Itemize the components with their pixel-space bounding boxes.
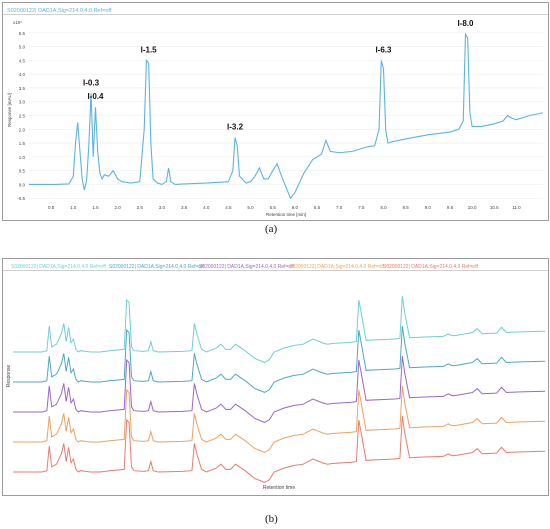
chromatogram-trace [13,356,546,423]
y-tick-label: 1.5 [19,141,26,146]
chromatogram-trace [13,416,546,483]
x-tick-label: 5.0 [247,205,254,210]
legend-entry: S02000122| DAD1A,Sig=214.0,4.0 Ref=off [11,264,106,270]
peak-label: I-8.0 [457,19,474,28]
x-tick-label: 0.5 [48,205,55,210]
chromatogram-trace [29,32,544,200]
peak-label: I-0.3 [83,78,100,87]
panel-a-header [3,3,548,15]
legend-entry: S02000122| DAD1A,Sig=214.0,4.0 Ref=off [109,264,204,270]
y-tick-label: 0.0 [19,182,26,187]
x-axis-label: Retention time [min] [266,212,306,217]
panel-b-caption: (b) [265,513,278,525]
x-tick-label: 10.5 [490,205,499,210]
y-tick-label: 2.5 [19,114,26,119]
chromatogram-b-svg: S02000122| DAD1A,Sig=214.0,4.0 Ref=off S0… [6,264,546,491]
y-tick-label: 5.0 [19,45,26,50]
x-tick-label: 11.0 [512,205,521,210]
y-axis-label: Response [mAU] [7,93,12,127]
chromatogram-panel-b: S02000122| DAD1A,Sig=214.0,4.0 Ref=off S0… [2,258,549,496]
x-tick-label: 7.0 [336,205,343,210]
y-multiplier-label: x10¹ [13,20,22,25]
chromatogram-a-svg: S02000122| DAD1A,Sig=214.0,4.0 Ref=off -0… [7,8,544,217]
y-tick-label: 3.5 [19,86,26,91]
x-tick-label: 8.0 [380,205,387,210]
y-tick-label: 4.0 [19,72,26,77]
x-tick-label: 2.0 [114,205,121,210]
y-tick-label: 4.5 [19,58,26,63]
x-tick-label: 1.5 [92,205,99,210]
peak-label: I-0.4 [87,92,104,101]
x-tick-label: 2.5 [137,205,144,210]
x-axis-label: Retention time [263,485,295,491]
panel-b-header [3,259,548,271]
x-tick-label: 1.0 [70,205,77,210]
y-tick-label: 5.5 [19,31,26,36]
x-tick-label: 9.0 [425,205,432,210]
x-tick-label: 5.5 [270,205,277,210]
legend-entry: S02000122| DAD1A,Sig=214.0,4.0 Ref=off [7,8,112,14]
x-tick-label: 6.5 [314,205,321,210]
y-tick-label: 2.0 [19,127,26,132]
y-axis-label: Response [6,365,12,388]
x-tick-label: 10.0 [468,205,477,210]
x-tick-label: 9.5 [447,205,454,210]
y-tick-label: 0.5 [19,169,26,174]
chromatogram-panel-a: S02000122| DAD1A,Sig=214.0,4.0 Ref=off -0… [2,2,549,221]
chromatogram-trace [13,296,546,363]
y-tick-label: 1.0 [19,155,26,160]
peak-label: I-1.5 [141,45,158,54]
legend-entry: S02000122| DAD1A,Sig=214.0,4.0 Ref=off [383,264,478,270]
legend-entry: S02000122| DAD1A,Sig=214.0,4.0 Ref=off [199,264,294,270]
x-tick-label: 3.5 [181,205,188,210]
x-tick-label: 4.5 [225,205,232,210]
chromatogram-trace [13,386,546,453]
chromatogram-trace [13,326,546,393]
peak-label: I-3.2 [227,123,244,132]
x-tick-label: 6.0 [292,205,299,210]
x-tick-label: 3.0 [159,205,166,210]
x-tick-label: 8.5 [403,205,410,210]
y-tick-label: 3.0 [19,100,26,105]
y-tick-label: -0.5 [17,196,25,201]
peak-label: I-6.3 [375,45,392,54]
panel-a-caption: (a) [265,223,278,235]
x-tick-label: 7.5 [358,205,365,210]
x-tick-label: 4.0 [203,205,210,210]
legend-entry: S02000122| DAD1A,Sig=214.0,4.0 Ref=off [289,264,384,270]
